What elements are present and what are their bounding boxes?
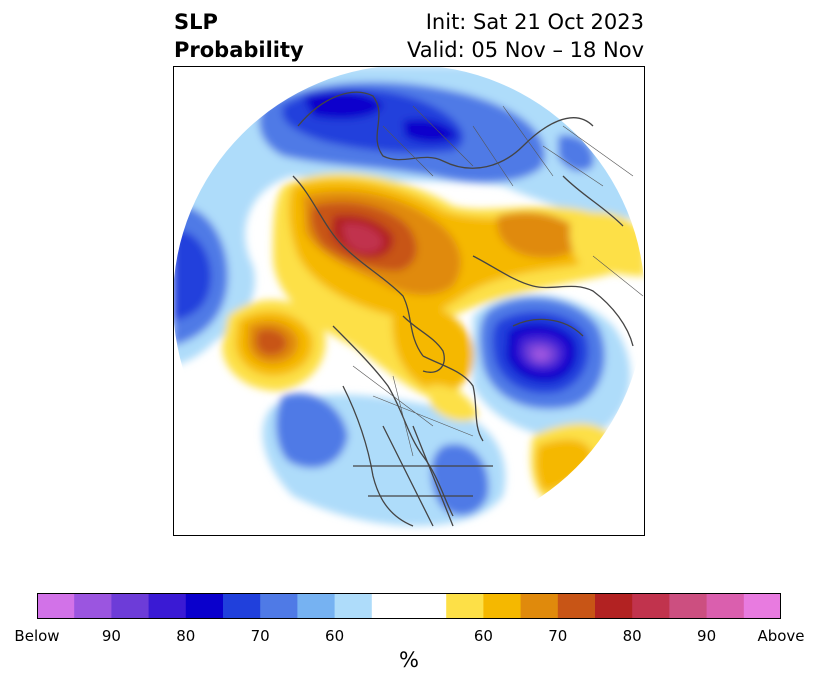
colorbar-tick-label: 90 xyxy=(101,627,121,645)
colorbar-swatch xyxy=(743,593,781,619)
colorbar-swatch xyxy=(297,593,336,619)
colorbar-swatch xyxy=(37,593,75,619)
colorbar-tick-label: Above xyxy=(757,627,805,645)
probability-field xyxy=(173,66,645,536)
colorbar-swatch xyxy=(557,593,596,619)
colorbar-swatch xyxy=(409,593,447,619)
colorbar-outline xyxy=(37,593,781,619)
colorbar-swatch xyxy=(595,593,633,619)
title-line-1: SLP xyxy=(174,10,218,34)
colorbar-swatch xyxy=(371,593,410,619)
colorbar-swatch xyxy=(74,593,112,619)
colorbar-tick-label: 60 xyxy=(473,627,493,645)
colorbar-tick-label: 60 xyxy=(325,627,345,645)
colorbar xyxy=(37,593,781,619)
date-info: Init: Sat 21 Oct 2023 Valid: 05 Nov – 18… xyxy=(407,8,644,64)
map-border xyxy=(173,66,645,536)
colorbar-tick-label: 70 xyxy=(250,627,270,645)
colorbar-tick-label: 80 xyxy=(622,627,642,645)
title-line-2: Probability xyxy=(174,38,304,62)
colorbar-swatch xyxy=(483,593,522,619)
colorbar-unit: % xyxy=(399,648,419,672)
colorbar-swatch xyxy=(260,593,298,619)
valid-range: Valid: 05 Nov – 18 Nov xyxy=(407,38,644,62)
colorbar-swatch xyxy=(520,593,559,619)
colorbar-swatch xyxy=(223,593,261,619)
colorbar-swatch xyxy=(632,593,670,619)
colorbar-swatch xyxy=(334,593,373,619)
colorbar-tick-label: 90 xyxy=(697,627,717,645)
init-date: Init: Sat 21 Oct 2023 xyxy=(425,10,644,34)
colorbar-swatch xyxy=(111,593,150,619)
colorbar-swatch xyxy=(148,593,187,619)
colorbar-tick-label: 70 xyxy=(548,627,568,645)
colorbar-swatch xyxy=(706,593,745,619)
map-panel xyxy=(173,66,645,536)
colorbar-swatch xyxy=(185,593,224,619)
colorbar-swatch xyxy=(446,593,484,619)
colorbar-tick-label: Below xyxy=(14,627,60,645)
colorbar-swatch xyxy=(669,593,708,619)
borders xyxy=(352,105,644,457)
colorbar-tick-label: 80 xyxy=(176,627,196,645)
map-title: SLP Probability xyxy=(174,8,304,64)
coastlines xyxy=(292,91,634,527)
